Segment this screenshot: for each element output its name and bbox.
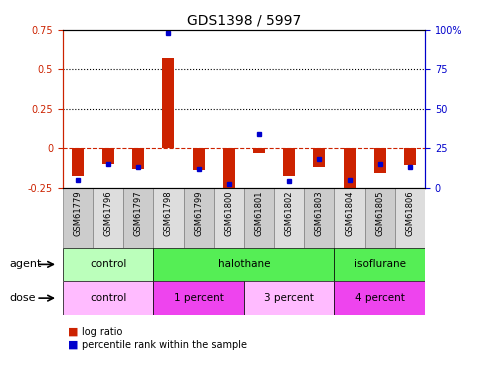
Bar bbox=[154, 248, 334, 281]
Bar bbox=[274, 188, 304, 248]
Text: log ratio: log ratio bbox=[82, 327, 123, 337]
Text: GSM61804: GSM61804 bbox=[345, 190, 354, 236]
Bar bbox=[283, 148, 295, 177]
Text: GSM61797: GSM61797 bbox=[134, 190, 143, 236]
Text: dose: dose bbox=[10, 293, 36, 303]
Text: 1 percent: 1 percent bbox=[174, 293, 224, 303]
Bar bbox=[244, 281, 334, 315]
Bar bbox=[123, 188, 154, 248]
Bar bbox=[102, 148, 114, 164]
Text: GSM61779: GSM61779 bbox=[73, 190, 83, 236]
Text: GSM61800: GSM61800 bbox=[224, 190, 233, 236]
Text: control: control bbox=[90, 260, 126, 269]
Bar bbox=[63, 248, 154, 281]
Bar bbox=[154, 188, 184, 248]
Title: GDS1398 / 5997: GDS1398 / 5997 bbox=[187, 13, 301, 27]
Text: GSM61796: GSM61796 bbox=[103, 190, 113, 236]
Bar bbox=[154, 281, 244, 315]
Text: isoflurane: isoflurane bbox=[354, 260, 406, 269]
Bar bbox=[244, 188, 274, 248]
Text: GSM61798: GSM61798 bbox=[164, 190, 173, 236]
Text: GSM61805: GSM61805 bbox=[375, 190, 384, 236]
Bar bbox=[93, 188, 123, 248]
Bar bbox=[72, 148, 84, 177]
Text: ■: ■ bbox=[68, 340, 78, 350]
Bar bbox=[304, 188, 334, 248]
Bar bbox=[63, 188, 93, 248]
Bar bbox=[334, 188, 365, 248]
Text: 3 percent: 3 percent bbox=[264, 293, 314, 303]
Bar bbox=[365, 188, 395, 248]
Bar bbox=[132, 148, 144, 169]
Text: ■: ■ bbox=[68, 327, 78, 337]
Bar bbox=[334, 281, 425, 315]
Bar bbox=[184, 188, 213, 248]
Bar bbox=[162, 58, 174, 148]
Bar bbox=[63, 281, 154, 315]
Bar bbox=[404, 148, 416, 165]
Text: GSM61799: GSM61799 bbox=[194, 190, 203, 236]
Bar bbox=[223, 148, 235, 189]
Text: GSM61801: GSM61801 bbox=[255, 190, 264, 236]
Text: halothane: halothane bbox=[218, 260, 270, 269]
Text: agent: agent bbox=[10, 260, 42, 269]
Bar bbox=[374, 148, 386, 173]
Bar bbox=[334, 248, 425, 281]
Bar bbox=[213, 188, 244, 248]
Text: 4 percent: 4 percent bbox=[355, 293, 405, 303]
Text: GSM61803: GSM61803 bbox=[315, 190, 324, 236]
Text: GSM61802: GSM61802 bbox=[284, 190, 294, 236]
Bar bbox=[193, 148, 205, 170]
Bar bbox=[253, 148, 265, 153]
Text: GSM61806: GSM61806 bbox=[405, 190, 414, 236]
Bar bbox=[395, 188, 425, 248]
Bar bbox=[343, 148, 355, 189]
Bar bbox=[313, 148, 326, 167]
Text: percentile rank within the sample: percentile rank within the sample bbox=[82, 340, 247, 350]
Text: control: control bbox=[90, 293, 126, 303]
